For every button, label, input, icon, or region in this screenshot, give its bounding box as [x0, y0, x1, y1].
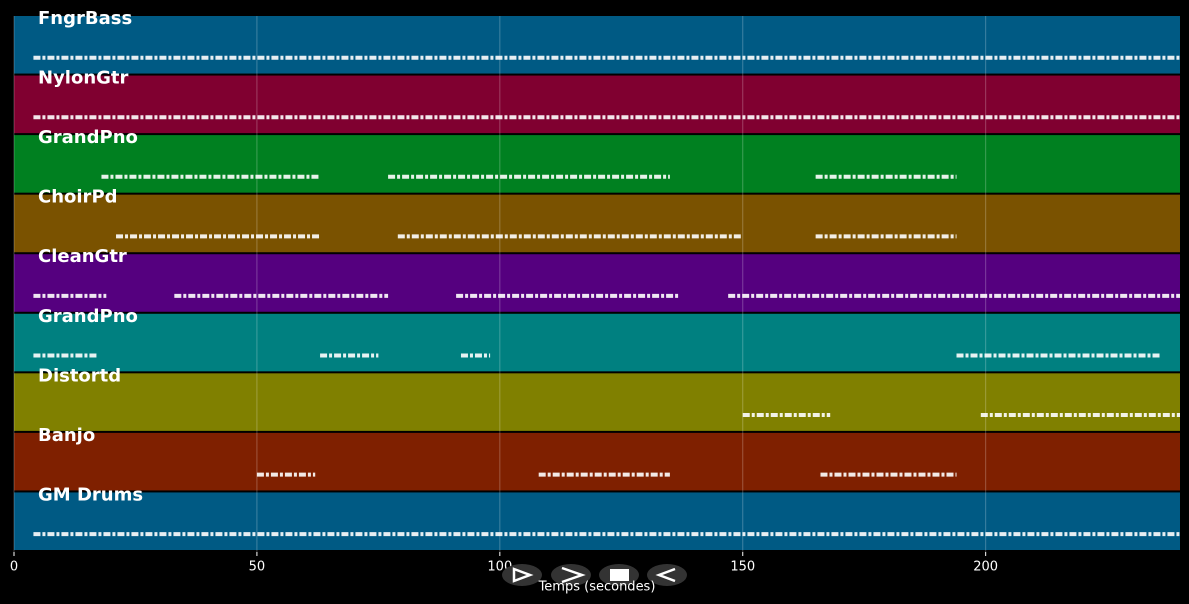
track-row — [14, 135, 1180, 193]
track-row — [14, 313, 1180, 372]
grid — [13, 16, 987, 552]
track-name: GM Drums — [38, 484, 143, 505]
track-name: FngrBass — [38, 8, 132, 29]
track-row — [14, 432, 1180, 491]
track-name: GrandPno — [38, 306, 138, 327]
track-name: Banjo — [38, 425, 95, 446]
track-row — [14, 373, 1180, 431]
playback-controls — [502, 564, 687, 586]
x-tick-label: 50 — [249, 560, 266, 575]
track-name: CleanGtr — [38, 246, 127, 267]
track-row — [14, 254, 1180, 312]
x-tick-label: 200 — [973, 560, 998, 575]
tracks — [14, 16, 1180, 550]
back-button[interactable] — [647, 564, 687, 586]
forward-icon — [561, 566, 586, 584]
x-tick-label: 0 — [10, 560, 18, 575]
track-row — [14, 16, 1180, 74]
stop-icon — [610, 569, 629, 581]
x-axis: 0 50 100 150 200 — [10, 552, 998, 575]
track-row — [14, 492, 1180, 550]
track-labels: FngrBass NylonGtr GrandPno ChoirPd CleanGtr G… — [38, 8, 143, 505]
track-name: Distortd — [38, 365, 121, 386]
track-name: ChoirPd — [38, 187, 118, 208]
x-tick-label: 150 — [730, 560, 755, 575]
notes — [33, 55, 1180, 537]
track-name: GrandPno — [38, 127, 138, 148]
x-axis-label: Temps (secondes) — [538, 580, 656, 595]
track-row — [14, 75, 1180, 134]
forward-button[interactable] — [551, 564, 591, 586]
back-icon — [655, 567, 676, 583]
play-button[interactable] — [502, 564, 542, 586]
track-row — [14, 194, 1180, 253]
track-name: NylonGtr — [38, 68, 129, 89]
play-icon — [512, 567, 534, 583]
